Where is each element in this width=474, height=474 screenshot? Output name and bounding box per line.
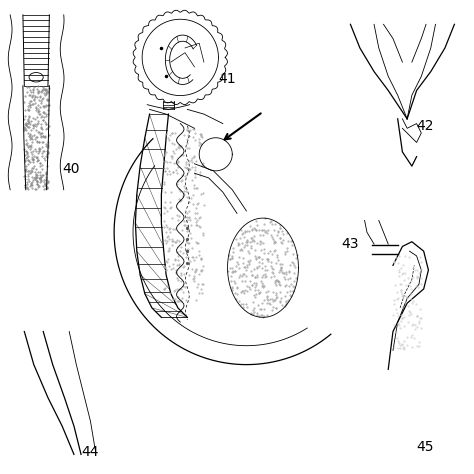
Text: 42: 42 bbox=[417, 119, 434, 133]
Text: 41: 41 bbox=[218, 72, 236, 86]
Text: 44: 44 bbox=[81, 445, 99, 459]
Text: 45: 45 bbox=[417, 440, 434, 455]
Text: 43: 43 bbox=[341, 237, 358, 251]
Text: 40: 40 bbox=[62, 162, 80, 175]
